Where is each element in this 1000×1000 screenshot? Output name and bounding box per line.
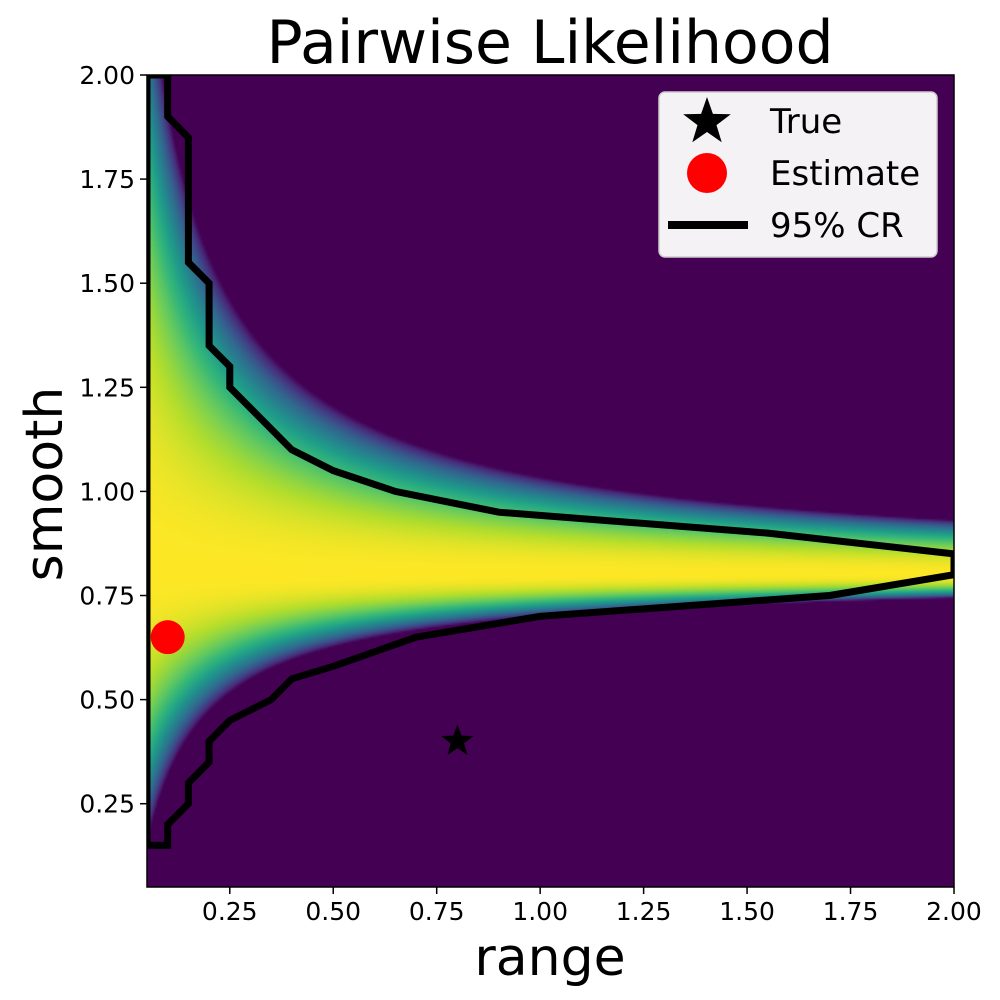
x-tick-label: 1.50 — [719, 897, 775, 926]
estimate-marker — [150, 620, 185, 655]
y-tick-label: 0.25 — [79, 790, 135, 819]
y-tick-label: 1.50 — [79, 269, 135, 298]
y-tick-label: 0.50 — [79, 686, 135, 715]
x-tick-label: 0.50 — [305, 897, 361, 926]
legend-label-estimate: Estimate — [770, 154, 920, 194]
y-tick-label: 1.00 — [79, 477, 135, 506]
x-tick-label: 1.25 — [616, 897, 672, 926]
legend: True Estimate 95% CR — [658, 91, 938, 258]
credible-region-outline — [147, 75, 954, 849]
legend-label-cr: 95% CR — [770, 206, 904, 246]
y-tick-label: 1.75 — [79, 165, 135, 194]
x-axis-label: range — [474, 928, 625, 988]
x-tick-label: 1.00 — [512, 897, 568, 926]
x-tick-label: 2.00 — [926, 897, 982, 926]
legend-circle-icon — [687, 153, 727, 193]
legend-star-icon — [683, 97, 731, 143]
y-tick-label: 2.00 — [79, 61, 135, 90]
x-tick-label: 1.75 — [823, 897, 879, 926]
legend-label-true: True — [769, 102, 842, 142]
x-tick-label: 0.25 — [202, 897, 258, 926]
x-axis-ticks: 0.25 0.50 0.75 1.00 1.25 1.50 1.75 2.00 — [202, 887, 982, 926]
chart-title: Pairwise Likelihood — [266, 8, 833, 78]
y-tick-label: 1.25 — [79, 373, 135, 402]
legend-box — [658, 91, 938, 258]
y-axis-ticks: 0.25 0.50 0.75 1.00 1.25 1.50 1.75 2.00 — [79, 61, 147, 819]
plot-frame — [146, 74, 955, 888]
x-tick-label: 0.75 — [409, 897, 465, 926]
y-axis-label: smooth — [15, 387, 75, 582]
true-star-marker — [441, 724, 474, 755]
y-tick-label: 0.75 — [79, 582, 135, 611]
